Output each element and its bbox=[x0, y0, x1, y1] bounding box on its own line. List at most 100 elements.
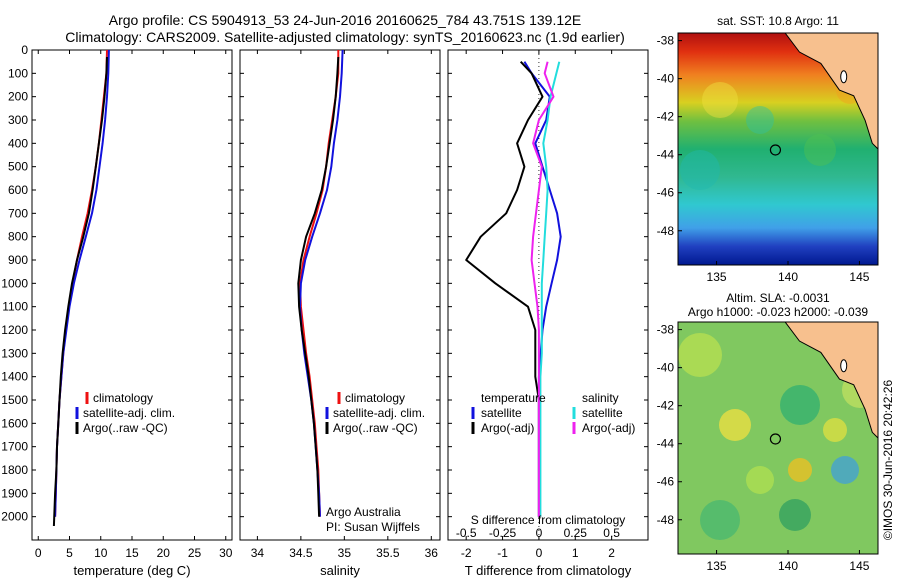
legend-label-satellite: satellite-adj. clim. bbox=[83, 406, 175, 420]
lon-tick-label: 135 bbox=[707, 559, 727, 573]
s-tick-label: -0.25 bbox=[489, 526, 517, 540]
legend-label-satellite: satellite-adj. clim. bbox=[333, 406, 425, 420]
salinity-xlabel: salinity bbox=[320, 563, 360, 578]
depth-tick-label: 1300 bbox=[1, 346, 28, 360]
lon-tick-label: 135 bbox=[707, 270, 727, 284]
x-tick-label: 1 bbox=[572, 546, 579, 560]
x-tick-label: 0 bbox=[35, 546, 42, 560]
sst-map-title: sat. SST: 10.8 Argo: 11 bbox=[717, 14, 839, 28]
map-field bbox=[678, 33, 878, 265]
temperature-xlabel: temperature (deg C) bbox=[73, 563, 190, 578]
legend-header-salinity: salinity bbox=[582, 391, 619, 405]
depth-tick-label: 800 bbox=[8, 230, 28, 244]
depth-tick-label: 2000 bbox=[1, 510, 28, 524]
depth-tick-label: 1000 bbox=[1, 276, 28, 290]
depth-tick-label: 1700 bbox=[1, 440, 28, 454]
sst-texture bbox=[680, 150, 720, 190]
lat-tick-label: -48 bbox=[657, 513, 675, 527]
lat-tick-label: -42 bbox=[657, 399, 675, 413]
sla-anomaly bbox=[719, 409, 751, 441]
sst-texture bbox=[746, 106, 774, 134]
depth-tick-label: 200 bbox=[8, 90, 28, 104]
lat-tick-label: -40 bbox=[657, 72, 675, 86]
s-tick-label: 0 bbox=[536, 526, 543, 540]
depth-tick-label: 1100 bbox=[2, 300, 28, 314]
x-tick-label: 35 bbox=[338, 546, 352, 560]
sla-anomaly bbox=[788, 458, 812, 482]
sla-anomaly bbox=[831, 456, 859, 484]
depth-tick-label: 1800 bbox=[1, 463, 28, 477]
sla-anomaly bbox=[780, 385, 820, 425]
legend-label-sal-satellite: satellite bbox=[582, 406, 623, 420]
salinity-panel-frame bbox=[239, 49, 441, 541]
x-tick-label: 25 bbox=[188, 546, 202, 560]
salinity-legend: climatology satellite-adj. clim. Argo(..… bbox=[325, 391, 425, 534]
depth-axis: 0 100 200 300 400 500 600 700 800 900 1000 1100 1200… bbox=[1, 43, 648, 524]
s-tick-label: -0.5 bbox=[456, 526, 477, 540]
lat-tick-label: -42 bbox=[657, 110, 675, 124]
lat-tick-label: -38 bbox=[657, 34, 675, 48]
credit-line-2: PI: Susan Wijffels bbox=[326, 520, 420, 534]
sla-anomaly bbox=[746, 466, 774, 494]
s-tick-label: 0.5 bbox=[603, 526, 620, 540]
sla-anomaly bbox=[779, 499, 811, 531]
legend-header-temperature: temperature bbox=[481, 391, 546, 405]
x-tick-label: -1 bbox=[497, 546, 508, 560]
legend-label-argo: Argo(..raw -QC) bbox=[333, 421, 418, 435]
lon-tick-label: 140 bbox=[778, 270, 798, 284]
x-tick-label: 15 bbox=[125, 546, 139, 560]
sla-anomaly bbox=[678, 333, 722, 377]
depth-tick-label: 0 bbox=[21, 43, 28, 57]
depth-tick-label: 900 bbox=[8, 253, 28, 267]
credit-line-1: Argo Australia bbox=[326, 505, 401, 519]
depth-tick-label: 1500 bbox=[1, 393, 28, 407]
series-line-salinity-argo-adj bbox=[530, 61, 555, 517]
series-line-argo-raw-qc bbox=[52, 56, 108, 527]
depth-tick-label: 500 bbox=[8, 160, 28, 174]
s-tick-label: 0.25 bbox=[564, 526, 588, 540]
legend-label-temp-satellite: satellite bbox=[481, 406, 522, 420]
x-tick-label: 0 bbox=[536, 546, 543, 560]
sst-texture bbox=[702, 82, 738, 118]
depth-tick-label: 1900 bbox=[1, 486, 28, 500]
difference-legend: temperature satellite Argo(-adj) salinit… bbox=[471, 391, 635, 435]
sst-texture bbox=[804, 134, 836, 166]
depth-tick-label: 700 bbox=[8, 206, 28, 220]
lat-tick-label: -48 bbox=[657, 224, 675, 238]
map-field bbox=[678, 322, 878, 554]
x-tick-label: 34.5 bbox=[289, 546, 313, 560]
lat-tick-label: -44 bbox=[657, 437, 675, 451]
lon-tick-label: 145 bbox=[849, 270, 869, 284]
map-frame bbox=[677, 321, 879, 555]
difference-plot: -2 -1 0 1 2 -0.5 -0.25 0 0.25 0.5 bbox=[456, 50, 620, 560]
x-tick-label: 20 bbox=[157, 546, 171, 560]
depth-tick-label: 600 bbox=[8, 183, 28, 197]
x-tick-label: 35.5 bbox=[376, 546, 400, 560]
legend-label-argo: Argo(..raw -QC) bbox=[83, 421, 168, 435]
depth-tick-label: 100 bbox=[8, 66, 28, 80]
lat-tick-label: -40 bbox=[657, 361, 675, 375]
argo-position-marker bbox=[769, 433, 782, 445]
s-difference-label: S difference from climatology bbox=[471, 513, 626, 527]
imos-stamp: ©IMOS 30-Jun-2016 20:42:26 bbox=[881, 380, 895, 541]
temperature-panel-frame bbox=[31, 49, 233, 541]
depth-tick-label: 1200 bbox=[1, 323, 28, 337]
lat-tick-label: -44 bbox=[657, 148, 675, 162]
sla-map-title: Altim. SLA: -0.0031 bbox=[726, 291, 830, 305]
sla-anomaly bbox=[823, 418, 847, 442]
legend-label-climatology: climatology bbox=[93, 391, 153, 405]
map-frame bbox=[677, 32, 879, 266]
x-tick-label: 5 bbox=[66, 546, 73, 560]
x-tick-label: 10 bbox=[94, 546, 108, 560]
series-line-salinity-satellite bbox=[539, 61, 561, 517]
sla-map: 135 140 145 -38 -40 -42 -44 -46 -48 bbox=[657, 321, 879, 573]
header-line-1: Argo profile: CS 5904913_53 24-Jun-2016 … bbox=[109, 12, 582, 28]
land-mass bbox=[784, 33, 878, 150]
salinity-plot: 34 34.5 35 35.5 36 bbox=[251, 49, 439, 560]
temperature-plot: 0 5 10 15 20 25 30 bbox=[35, 49, 233, 560]
legend-label-temp-argo: Argo(-adj) bbox=[481, 421, 534, 435]
x-tick-label: 36 bbox=[425, 546, 439, 560]
lat-tick-label: -38 bbox=[657, 323, 675, 337]
depth-tick-label: 300 bbox=[8, 113, 28, 127]
